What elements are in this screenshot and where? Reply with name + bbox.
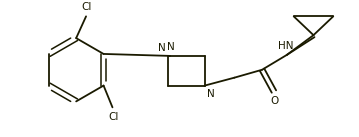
Text: N: N <box>158 43 166 53</box>
Text: N: N <box>167 42 175 52</box>
Text: HN: HN <box>278 41 294 51</box>
Text: N: N <box>207 89 214 99</box>
Text: Cl: Cl <box>82 2 92 12</box>
Text: Cl: Cl <box>108 112 118 122</box>
Text: O: O <box>271 96 279 106</box>
